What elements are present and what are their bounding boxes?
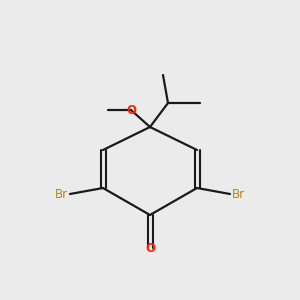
Text: Br: Br: [55, 188, 68, 200]
Text: O: O: [145, 242, 155, 254]
Text: Br: Br: [232, 188, 245, 200]
Text: O: O: [126, 103, 136, 116]
